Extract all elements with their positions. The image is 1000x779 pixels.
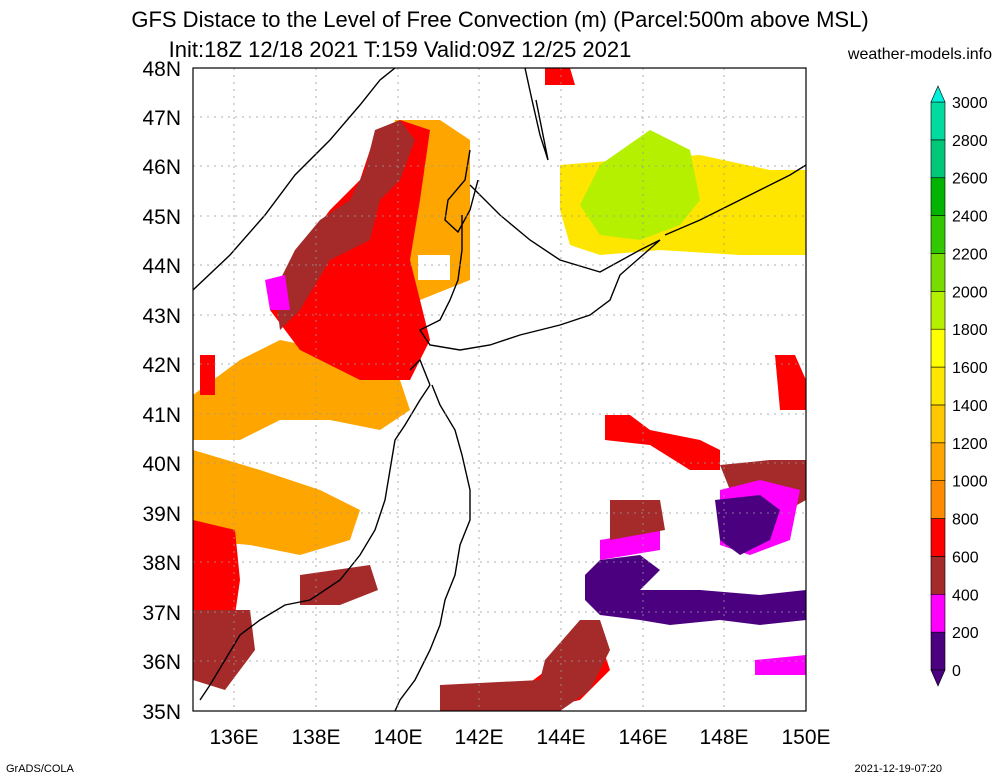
lon-label: 138E	[291, 726, 340, 749]
lon-label: 146E	[618, 726, 667, 749]
colorbar-swatch	[930, 366, 946, 406]
map-subtitle: Init:18Z 12/18 2021 T:159 Valid:09Z 12/2…	[168, 37, 632, 62]
field-red-east-small	[775, 355, 806, 410]
plot-frame	[192, 67, 807, 712]
colorbar-min-arrow	[930, 669, 946, 687]
field-red-top	[545, 68, 575, 85]
lon-label: 150E	[781, 726, 830, 749]
field-purple-south	[585, 555, 806, 625]
colorbar-label: 400	[952, 587, 979, 604]
colorbar-label: 1600	[952, 360, 988, 377]
coast-honshu-west	[199, 384, 431, 701]
field-brown-midsea	[300, 565, 378, 605]
lon-label: 148E	[699, 726, 748, 749]
latitude-labels: 35N 36N 37N 38N 39N 40N 41N 42N 43N 44N …	[142, 58, 181, 724]
field-magenta-north	[265, 275, 290, 310]
lat-label: 44N	[142, 255, 181, 278]
colorbar-swatch	[930, 328, 946, 368]
field-red-westedge	[200, 355, 215, 395]
lat-label: 36N	[142, 651, 181, 674]
footer-timestamp: 2021-12-19-07:20	[854, 763, 942, 775]
lon-label: 144E	[536, 726, 585, 749]
site-credit: weather-models.info	[847, 46, 992, 63]
colorbar-swatch	[930, 480, 946, 519]
lon-label: 136E	[209, 726, 258, 749]
map-title: GFS Distace to the Level of Free Convect…	[131, 7, 869, 32]
colorbar-label: 2600	[952, 171, 988, 188]
field-magenta-southpatch	[755, 655, 806, 675]
lat-label: 45N	[142, 206, 181, 229]
longitude-labels: 136E 138E 140E 142E 144E 146E 148E 150E	[209, 726, 830, 749]
colorbar-label: 2800	[952, 133, 988, 150]
coast-tsugaru	[409, 358, 431, 386]
colorbar-swatch	[930, 215, 946, 254]
footer-software: GrADS/COLA	[6, 763, 74, 775]
colorbar-swatch	[930, 593, 946, 633]
lfc-field	[193, 68, 806, 711]
coast-sakhalin	[524, 68, 549, 161]
field-red-southwest	[193, 520, 240, 620]
colorbar-swatch	[930, 556, 946, 595]
lon-label: 140E	[373, 726, 422, 749]
lat-label: 41N	[142, 404, 181, 427]
coast-kuril	[664, 164, 806, 236]
lat-label: 48N	[142, 58, 181, 81]
field-white-hole	[418, 255, 450, 280]
colorbar-label: 3000	[952, 95, 988, 112]
colorbar-label: 200	[952, 625, 979, 642]
lat-label: 43N	[142, 305, 181, 328]
colorbar-label: 2200	[952, 246, 988, 263]
lat-label: 35N	[142, 701, 181, 724]
colorbar-swatch	[930, 404, 946, 444]
lon-label: 142E	[454, 726, 503, 749]
coast-sakhalin-south	[444, 149, 479, 234]
field-brown-southeast	[440, 620, 610, 711]
lat-label: 42N	[142, 354, 181, 377]
lat-label: 39N	[142, 503, 181, 526]
field-orange-southwest	[193, 450, 360, 555]
lat-label: 46N	[142, 156, 181, 179]
colorbar-swatch	[930, 177, 946, 216]
colorbar-label: 1200	[952, 436, 988, 453]
colorbar-label: 2400	[952, 209, 988, 226]
colorbar-label: 0	[952, 663, 961, 680]
lat-label: 47N	[142, 107, 181, 130]
lat-label: 40N	[142, 453, 181, 476]
field-brown-southwest	[193, 610, 255, 690]
field-brown-north	[275, 120, 415, 330]
field-greenyellow-okhotsk	[580, 130, 700, 240]
colorbar-swatch	[930, 101, 946, 141]
coast-hokkaido	[418, 184, 661, 351]
coast-primorye	[193, 68, 396, 291]
colorbar-label: 1800	[952, 322, 988, 339]
field-brown-southcentral	[610, 500, 665, 540]
colorbar-label: 1400	[952, 398, 988, 415]
colorbar-label: 800	[952, 512, 979, 529]
coast-honshu-east	[394, 384, 471, 711]
lat-label: 38N	[142, 552, 181, 575]
field-purple-east	[715, 495, 780, 555]
colorbar: 0 200 400 600 800 1000 1200 1400 1600 1800 2000 220…	[930, 85, 988, 687]
colorbar-swatch	[930, 631, 946, 671]
colorbar-label: 2000	[952, 284, 988, 301]
colorbar-label: 1000	[952, 474, 988, 491]
field-red-east-band	[605, 415, 720, 470]
colorbar-label: 600	[952, 549, 979, 566]
colorbar-swatch	[930, 139, 946, 179]
colorbar-swatch	[930, 442, 946, 481]
lat-label: 37N	[142, 602, 181, 625]
coastlines	[193, 68, 806, 711]
colorbar-swatch	[930, 253, 946, 292]
colorbar-max-arrow	[930, 85, 946, 103]
colorbar-swatch	[930, 291, 946, 330]
colorbar-swatch	[930, 518, 946, 557]
